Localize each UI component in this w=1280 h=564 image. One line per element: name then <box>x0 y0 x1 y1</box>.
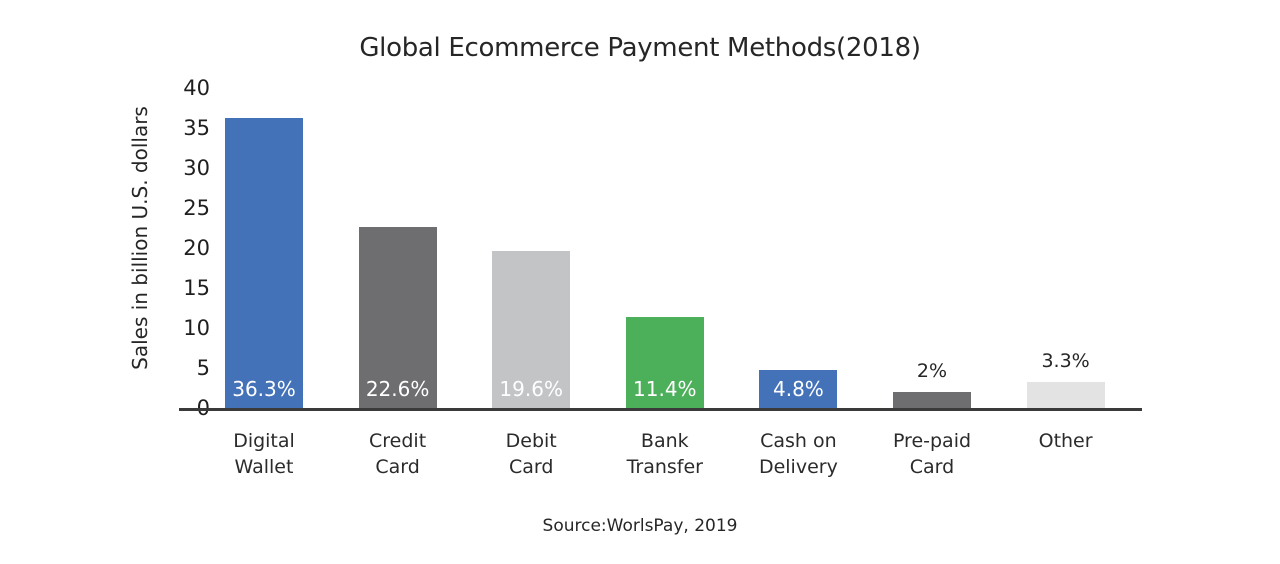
y-tick-label: 35 <box>183 116 210 140</box>
bar-value-label-other: 3.3% <box>1041 349 1090 372</box>
bar-value-label-pre-paid-card: 2% <box>916 360 948 382</box>
bar-slot-bank-transfer: 11.4% <box>605 88 725 408</box>
bar-value-label-credit-card: 22.6% <box>365 377 430 401</box>
bar-pre-paid-card <box>893 392 971 408</box>
y-tick-label: 25 <box>183 196 210 220</box>
bar-value-label-bank-transfer: 11.4% <box>633 377 697 401</box>
bar-digital-wallet <box>225 117 303 408</box>
x-category-label-pre-paid-card: Pre-paid Card <box>892 430 972 478</box>
plot-area: 36.3% 22.6% 19.6% 11.4% 4.8% 2% 3.3% <box>179 88 1142 411</box>
bar-slot-credit-card: 22.6% <box>338 88 458 408</box>
y-tick-label: 40 <box>183 76 210 100</box>
x-category-label-cash-on-delivery: Cash on Delivery <box>758 430 838 478</box>
bar-credit-card <box>358 227 437 408</box>
bar-slot-pre-paid-card: 2% <box>872 88 992 408</box>
bar-value-label-cash-on-delivery: 4.8% <box>772 377 824 401</box>
x-category-label-digital-wallet: Digital Wallet <box>233 430 295 478</box>
bar-slot-other: 3.3% <box>1006 88 1126 408</box>
bar-value-label-debit-card: 19.6% <box>499 377 563 401</box>
x-category-label-other: Other <box>1038 430 1093 452</box>
y-tick-label: 5 <box>196 356 210 380</box>
bar-slot-cash-on-delivery: 4.8% <box>738 88 858 408</box>
chart-title: Global Ecommerce Payment Methods(2018) <box>359 33 921 63</box>
bar-other <box>1026 381 1105 408</box>
bar-debit-card <box>492 251 571 408</box>
x-category-label-credit-card: Credit Card <box>369 430 427 478</box>
x-category-label-bank-transfer: Bank Transfer <box>626 430 703 478</box>
x-category-label-debit-card: Debit Card <box>505 430 557 478</box>
bar-value-label-digital-wallet: 36.3% <box>232 377 296 401</box>
bar-bank-transfer <box>625 316 704 408</box>
y-tick-label: 30 <box>183 156 210 180</box>
source-caption: Source:WorlsPay, 2019 <box>542 516 738 536</box>
x-axis-line <box>179 408 1142 411</box>
y-tick-label: 20 <box>183 236 210 260</box>
bar-slot-debit-card: 19.6% <box>471 88 591 408</box>
bar-cash-on-delivery <box>759 369 838 408</box>
y-tick-label: 15 <box>183 276 210 300</box>
y-tick-label: 10 <box>183 316 210 340</box>
bar-slot-digital-wallet: 36.3% <box>204 88 324 408</box>
